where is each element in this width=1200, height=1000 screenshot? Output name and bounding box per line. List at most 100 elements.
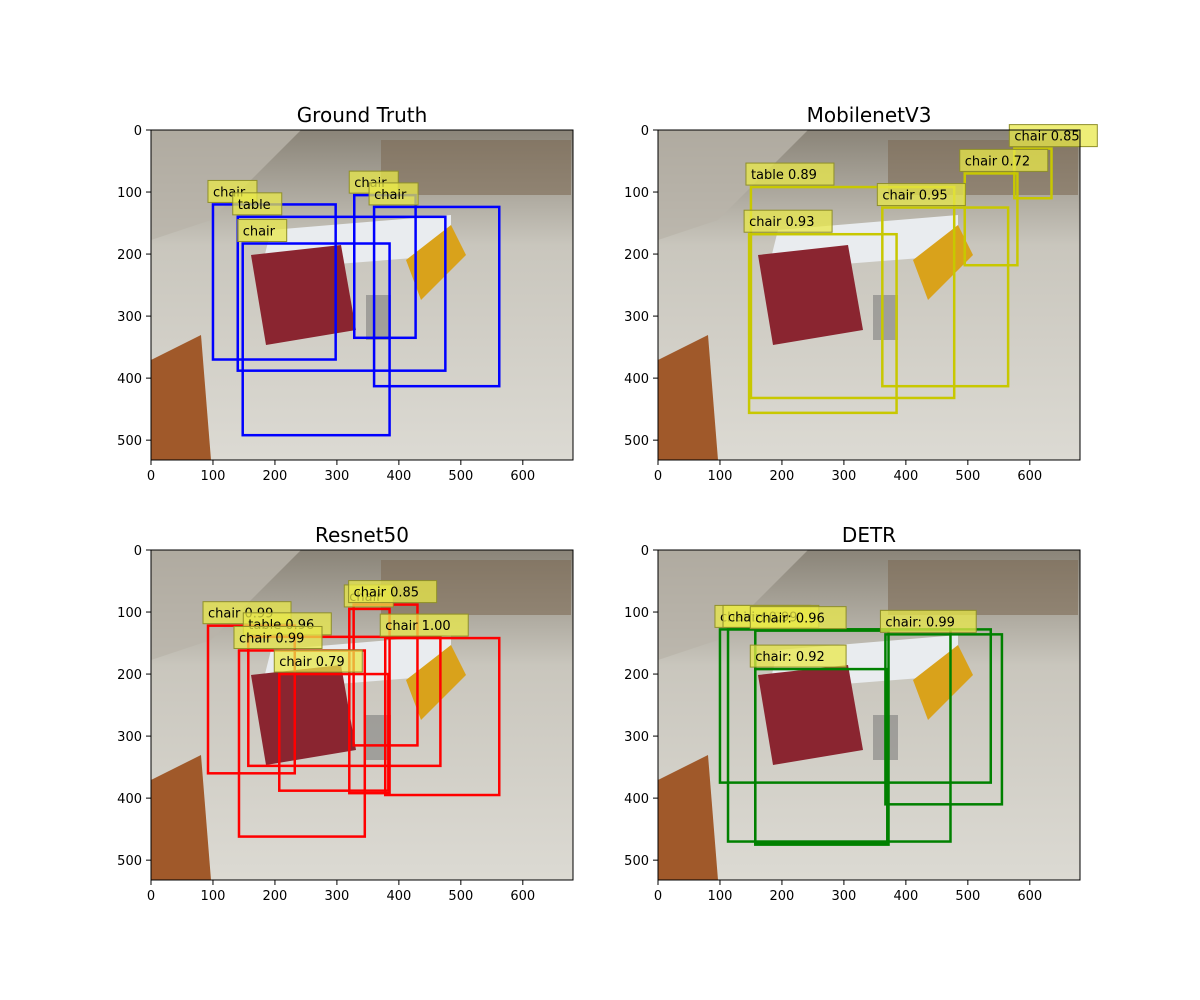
detection-box — [236, 215, 447, 372]
y-tick-label: 300 — [624, 730, 649, 745]
panel-0: Ground Truthchairtablechairchairchair010… — [117, 103, 574, 484]
x-tick-label: 100 — [708, 469, 733, 484]
x-tick-label: 300 — [831, 889, 856, 904]
yellow-chair — [406, 225, 466, 300]
y-tick-label: 100 — [624, 606, 649, 621]
box-label: chair — [374, 188, 407, 203]
foreground-chair — [658, 335, 718, 460]
red-chair — [758, 665, 863, 765]
x-axis: 0 100 200 300 400 500 600 — [147, 880, 535, 904]
box-label: chair 0.79 — [279, 655, 344, 670]
detection-box — [749, 185, 956, 400]
x-tick-label: 200 — [263, 889, 288, 904]
label-background — [233, 625, 323, 649]
detection-box — [241, 242, 391, 437]
label-background — [876, 183, 966, 207]
y-tick-label: 100 — [117, 186, 142, 201]
y-tick-label: 100 — [624, 186, 649, 201]
x-tick-label: 400 — [386, 469, 411, 484]
label-background — [743, 209, 833, 233]
axes-frame — [150, 129, 574, 461]
foreground-chair — [151, 755, 211, 880]
detection-box — [963, 172, 1019, 267]
y-tick-label: 500 — [624, 854, 649, 869]
x-tick-label: 200 — [770, 889, 795, 904]
detection-box — [372, 205, 501, 388]
box-label: table 0.89 — [751, 168, 817, 183]
axes-frame — [150, 549, 574, 881]
box-label: chair — [243, 225, 276, 240]
table-base — [366, 295, 391, 340]
y-tick-label: 300 — [624, 310, 649, 325]
x-tick-label: 100 — [201, 469, 226, 484]
y-tick-label: 200 — [117, 668, 142, 683]
x-tick-label: 500 — [955, 889, 980, 904]
x-axis: 0 100 200 300 400 500 600 — [147, 460, 535, 484]
x-tick-label: 400 — [893, 469, 918, 484]
label-background — [237, 219, 288, 243]
axes-frame — [657, 129, 1081, 461]
y-axis: 0 100 200 300 400 500 — [117, 124, 151, 449]
x-tick-label: 600 — [510, 889, 535, 904]
y-tick-label: 400 — [624, 372, 649, 387]
y-tick-label: 0 — [641, 544, 649, 559]
y-tick-label: 0 — [134, 124, 142, 139]
x-tick-label: 300 — [324, 469, 349, 484]
box-label: chair 0.93 — [749, 215, 814, 230]
x-tick-label: 600 — [1017, 469, 1042, 484]
x-tick-label: 400 — [893, 889, 918, 904]
detection-boxes — [747, 147, 1053, 415]
y-tick-label: 200 — [117, 248, 142, 263]
box-label: chair 0.72 — [965, 154, 1030, 169]
panel-title: Resnet50 — [315, 523, 409, 547]
x-tick-label: 500 — [448, 469, 473, 484]
yellow-chair — [913, 225, 973, 300]
x-axis: 0 100 200 300 400 500 600 — [654, 460, 1042, 484]
y-axis: 0 100 200 300 400 500 — [624, 544, 658, 869]
x-tick-label: 0 — [147, 889, 155, 904]
panel-title: MobilenetV3 — [807, 103, 932, 127]
x-tick-label: 500 — [448, 889, 473, 904]
detection-box — [348, 607, 391, 795]
label-background — [959, 148, 1049, 172]
x-tick-label: 0 — [654, 889, 662, 904]
detection-box — [754, 667, 889, 845]
y-tick-label: 500 — [117, 854, 142, 869]
y-tick-label: 300 — [117, 730, 142, 745]
detection-box — [881, 206, 1010, 388]
y-tick-label: 400 — [117, 372, 142, 387]
red-chair — [251, 665, 356, 765]
y-tick-label: 200 — [624, 248, 649, 263]
y-tick-label: 400 — [117, 792, 142, 807]
y-tick-label: 0 — [134, 544, 142, 559]
red-chair — [251, 245, 356, 345]
label-background — [348, 580, 438, 604]
x-axis: 0 100 200 300 400 500 600 — [654, 880, 1042, 904]
y-tick-label: 500 — [624, 434, 649, 449]
x-tick-label: 600 — [1017, 889, 1042, 904]
x-tick-label: 0 — [654, 469, 662, 484]
label-background — [749, 644, 847, 668]
table-base — [873, 295, 898, 340]
detection-box — [1013, 147, 1053, 200]
y-tick-label: 500 — [117, 434, 142, 449]
panel-title: DETR — [842, 523, 896, 547]
x-tick-label: 200 — [263, 469, 288, 484]
yellow-chair — [913, 645, 973, 720]
label-background — [232, 192, 283, 216]
label-background — [379, 613, 469, 637]
x-tick-label: 400 — [386, 889, 411, 904]
x-tick-label: 600 — [510, 469, 535, 484]
box-label: chair: 0.96 — [755, 612, 825, 627]
y-axis: 0 100 200 300 400 500 — [624, 124, 658, 449]
detection-box — [247, 635, 442, 768]
label-background — [749, 606, 847, 630]
foreground-chair — [658, 755, 718, 880]
foreground-chair — [151, 335, 211, 460]
y-tick-label: 100 — [117, 606, 142, 621]
x-tick-label: 100 — [201, 889, 226, 904]
detection-box — [747, 232, 898, 415]
